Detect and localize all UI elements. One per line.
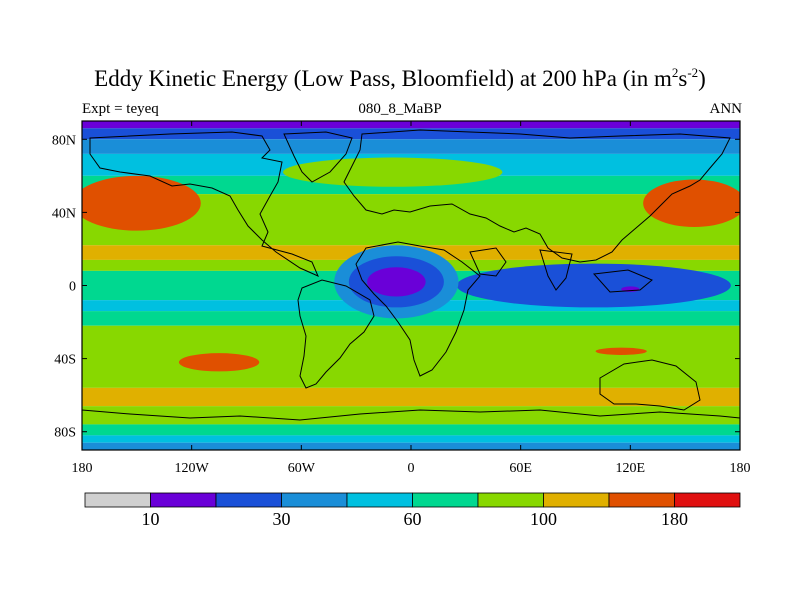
colorbar-box bbox=[477, 492, 544, 508]
colorbar-box bbox=[215, 492, 282, 508]
field-band bbox=[82, 435, 740, 443]
lat-tick-label: 40S bbox=[54, 353, 76, 368]
map-title: Eddy Kinetic Energy (Low Pass, Bloomfiel… bbox=[94, 65, 706, 91]
colorbar-box bbox=[543, 492, 610, 508]
lon-tick-label: 120W bbox=[175, 461, 210, 476]
field-band bbox=[82, 128, 740, 140]
africa-outline bbox=[355, 241, 481, 377]
north-america-outline bbox=[89, 131, 319, 277]
field-band bbox=[82, 424, 740, 436]
colorbar-label: 100 bbox=[530, 509, 557, 529]
greenland-outline bbox=[283, 131, 353, 183]
lat-tick-label: 0 bbox=[69, 280, 76, 295]
jet-max-nw bbox=[82, 175, 201, 231]
colorbar-label: 60 bbox=[404, 509, 422, 529]
southeast-asia-islands-outline bbox=[592, 269, 653, 293]
lon-tick-label: 180 bbox=[730, 461, 751, 476]
lat-tick-label: 80S bbox=[54, 426, 76, 441]
experiment-label: Expt = teyeq bbox=[82, 101, 159, 117]
lon-tick-label: 0 bbox=[408, 461, 415, 476]
equatorial-min-east bbox=[456, 263, 731, 308]
field-band bbox=[82, 139, 740, 154]
jet-max-se bbox=[595, 347, 647, 355]
colorbar-box bbox=[346, 492, 413, 508]
lat-tick-label: 80N bbox=[52, 133, 76, 148]
colorbar-box bbox=[674, 492, 741, 508]
jet-max-ne bbox=[643, 179, 740, 228]
continent-outlines bbox=[82, 129, 740, 450]
field-band bbox=[82, 387, 740, 407]
lon-tick-label: 60W bbox=[288, 461, 316, 476]
equatorial-core bbox=[367, 267, 426, 297]
arabia-outline bbox=[469, 247, 507, 277]
colorbar-label: 30 bbox=[273, 509, 291, 529]
colorbar-box bbox=[150, 492, 217, 508]
season-label: ANN bbox=[709, 101, 743, 117]
axis-ticks: 80N 40N 0 40S 80S 180 120W 60W 0 60E 120E 180 bbox=[52, 121, 751, 476]
south-america-outline bbox=[297, 279, 375, 389]
australia-outline bbox=[599, 359, 701, 411]
colorbar-box bbox=[412, 492, 479, 508]
field-band bbox=[82, 406, 740, 425]
eurasia-outline bbox=[343, 129, 731, 263]
lon-tick-label: 60E bbox=[509, 461, 532, 476]
india-outline bbox=[539, 249, 573, 291]
field-band bbox=[82, 325, 740, 388]
colorbar: 10 30 60 100 180 bbox=[84, 492, 741, 529]
colorbar-label: 180 bbox=[661, 509, 688, 529]
case-label: 080_8_MaBP bbox=[358, 101, 442, 117]
colorbar-box bbox=[608, 492, 675, 508]
lon-tick-label: 120E bbox=[616, 461, 646, 476]
colorbar-box bbox=[84, 492, 151, 508]
contour-field bbox=[82, 121, 740, 450]
mid-lat-dip-north bbox=[283, 157, 503, 187]
colorbar-label: 10 bbox=[142, 509, 160, 529]
antarctica-outline bbox=[82, 409, 740, 450]
lon-tick-label: 180 bbox=[72, 461, 93, 476]
jet-max-sw bbox=[178, 353, 260, 372]
lat-tick-label: 40N bbox=[52, 206, 76, 221]
colorbar-box bbox=[281, 492, 348, 508]
field-band bbox=[82, 311, 740, 326]
